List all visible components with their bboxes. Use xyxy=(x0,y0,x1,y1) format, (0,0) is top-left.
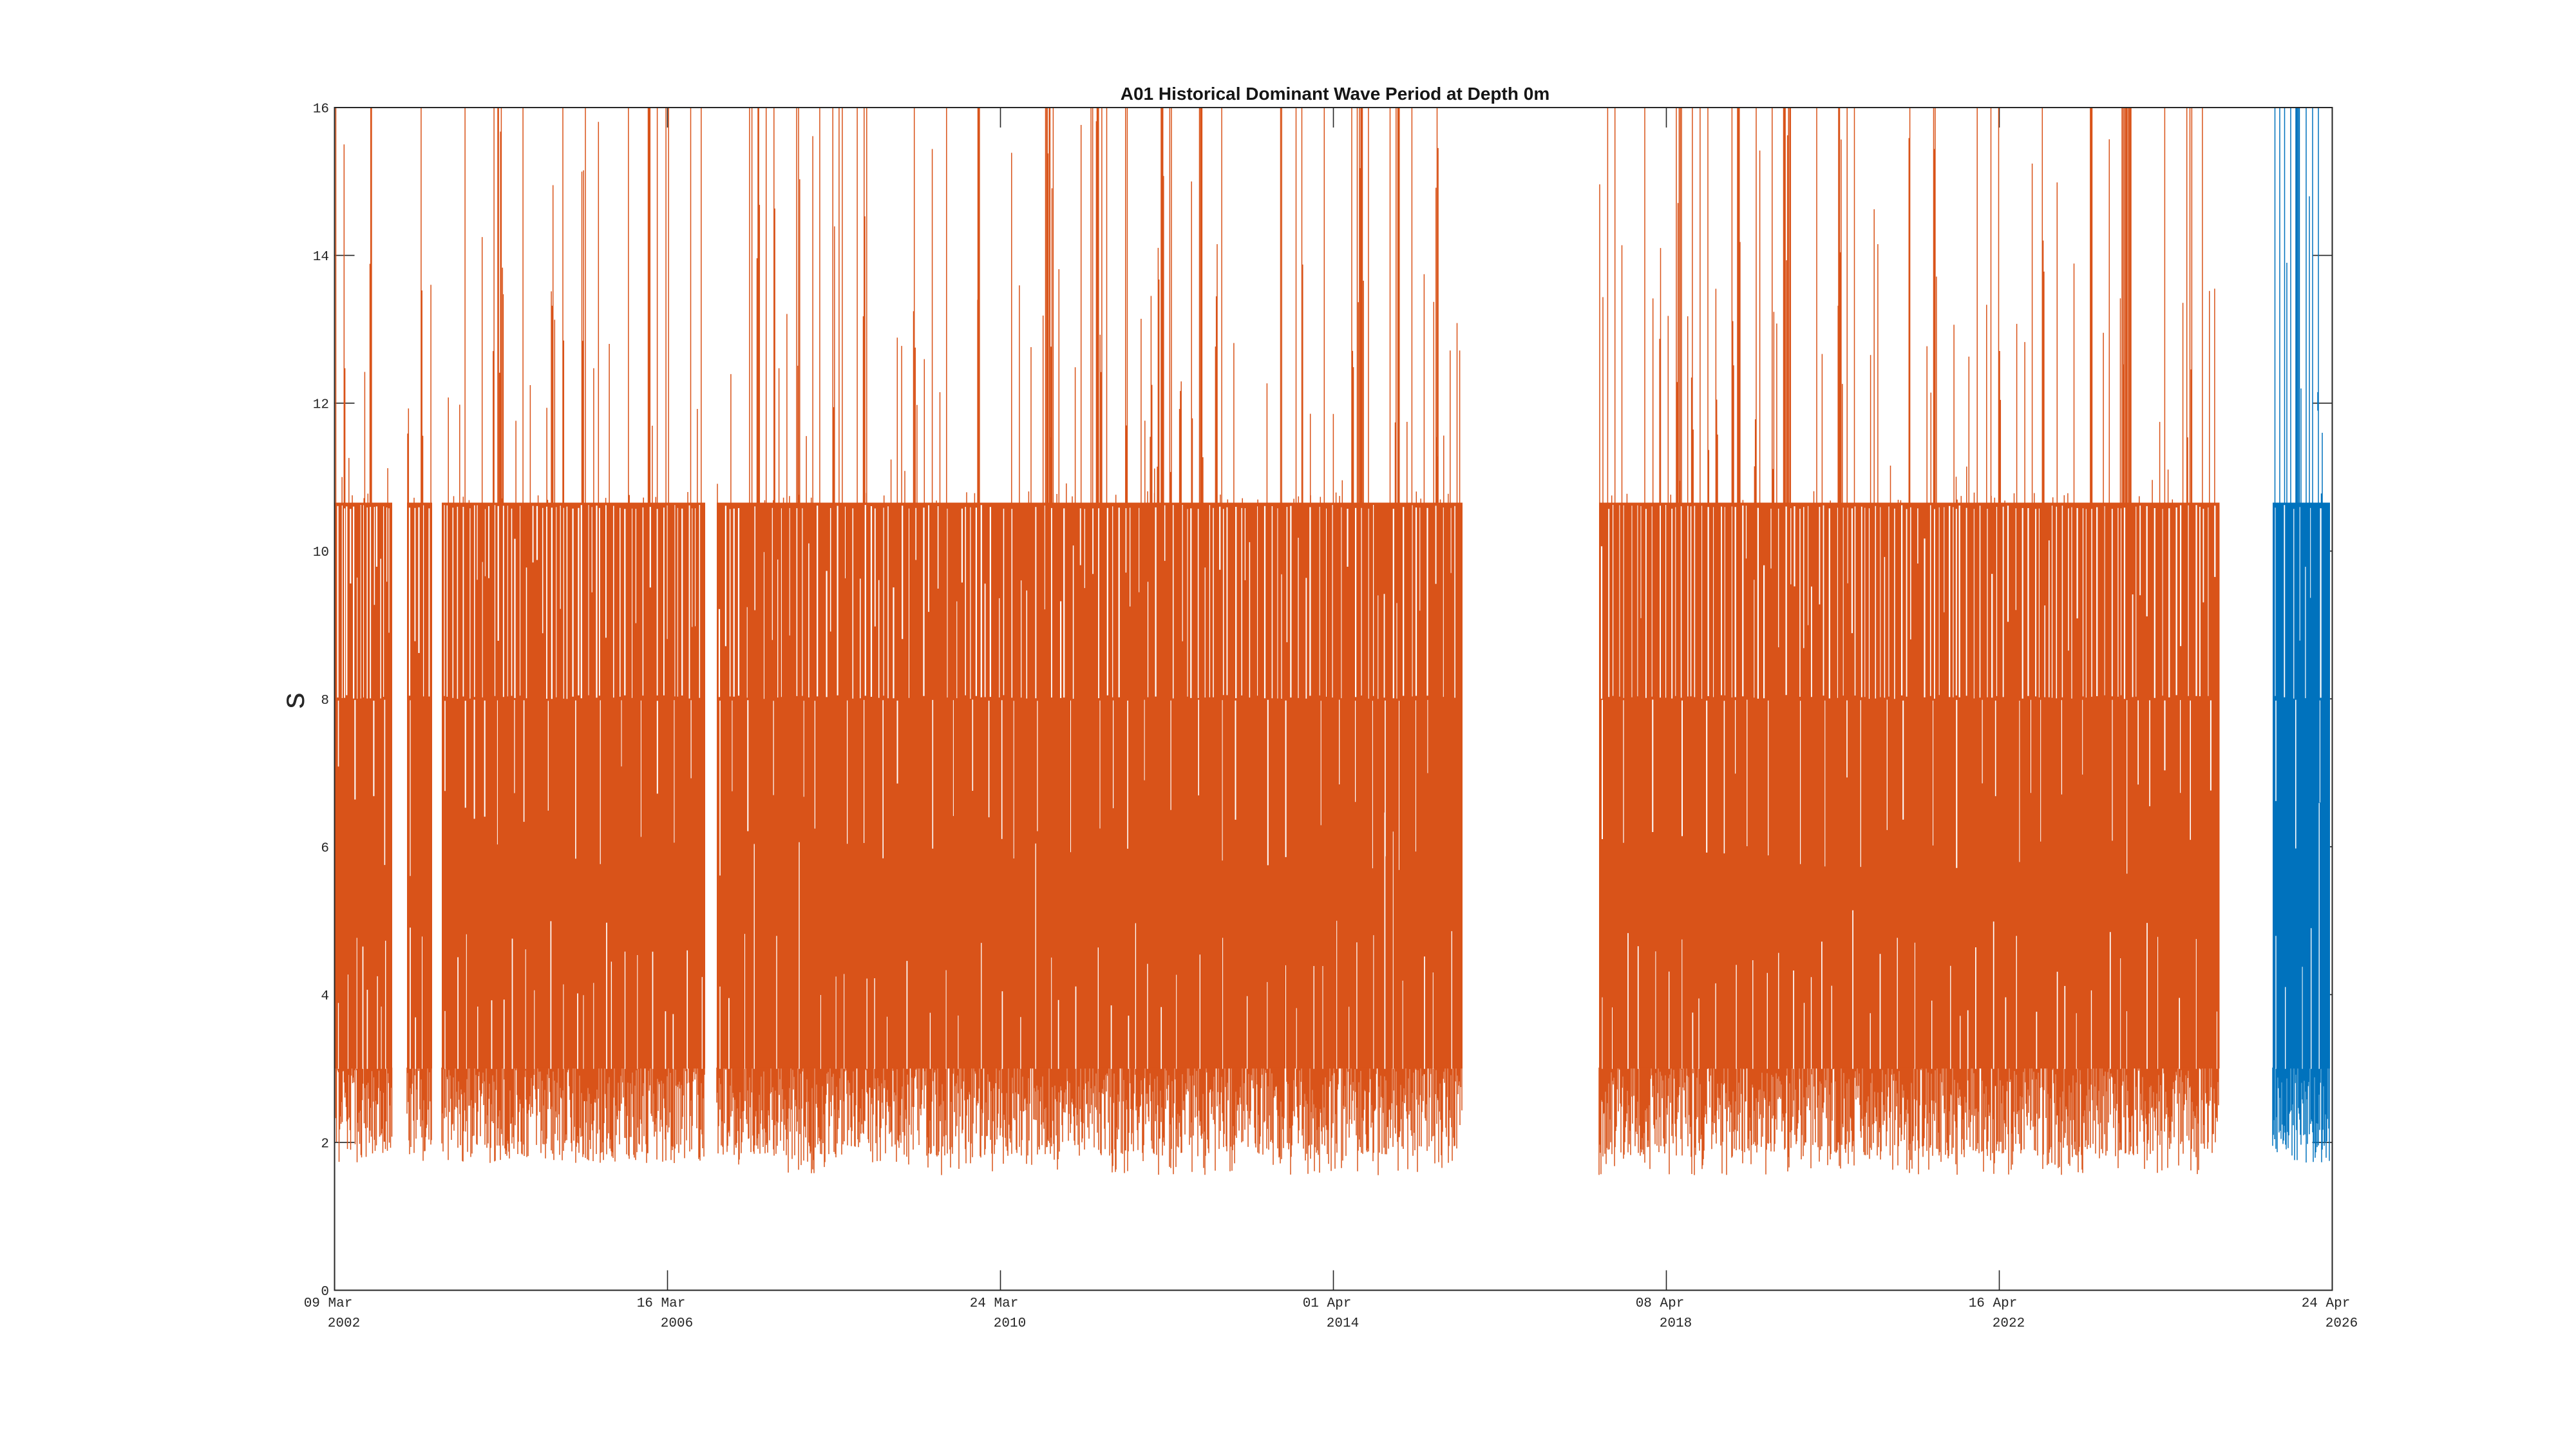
svg-text:2018: 2018 xyxy=(1660,1316,1692,1331)
svg-text:2026: 2026 xyxy=(2325,1316,2358,1331)
svg-text:s: s xyxy=(275,693,311,709)
svg-text:24 Apr: 24 Apr xyxy=(2302,1296,2351,1311)
svg-text:2010: 2010 xyxy=(994,1316,1026,1331)
svg-text:2022: 2022 xyxy=(1993,1316,2025,1331)
svg-text:2002: 2002 xyxy=(328,1316,360,1331)
svg-text:6: 6 xyxy=(321,841,329,856)
svg-text:16 Apr: 16 Apr xyxy=(1969,1296,2018,1311)
svg-text:09 Mar: 09 Mar xyxy=(304,1296,353,1311)
svg-text:08 Apr: 08 Apr xyxy=(1636,1296,1685,1311)
svg-text:16 Mar: 16 Mar xyxy=(637,1296,686,1311)
svg-text:10: 10 xyxy=(313,545,329,560)
svg-text:8: 8 xyxy=(321,694,329,708)
svg-text:14: 14 xyxy=(313,250,329,265)
svg-text:0: 0 xyxy=(321,1285,329,1300)
svg-text:12: 12 xyxy=(313,398,329,413)
svg-text:2014: 2014 xyxy=(1327,1316,1359,1331)
svg-text:24 Mar: 24 Mar xyxy=(970,1296,1019,1311)
svg-text:2: 2 xyxy=(321,1137,329,1151)
svg-text:2006: 2006 xyxy=(661,1316,693,1331)
svg-text:16: 16 xyxy=(313,102,329,117)
svg-text:A01 Historical Dominant Wave P: A01 Historical Dominant Wave Period at D… xyxy=(1121,84,1549,104)
svg-text:4: 4 xyxy=(321,989,329,1004)
svg-text:01 Apr: 01 Apr xyxy=(1303,1296,1352,1311)
